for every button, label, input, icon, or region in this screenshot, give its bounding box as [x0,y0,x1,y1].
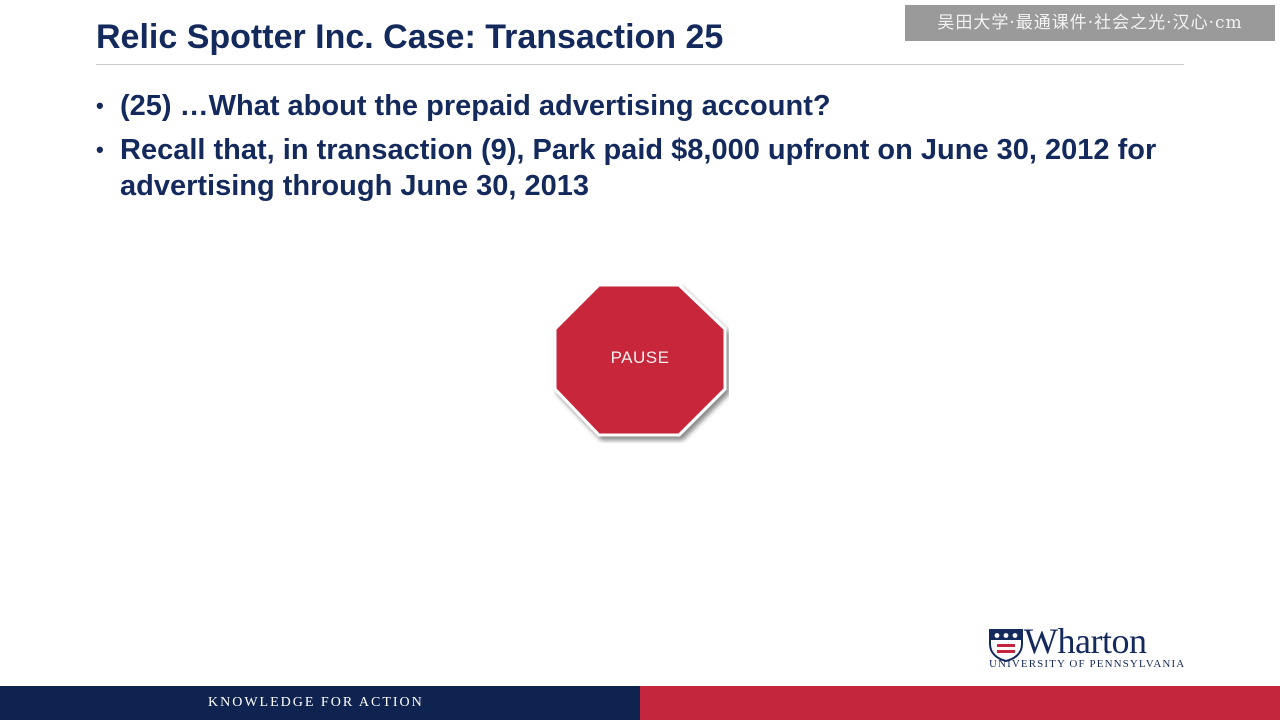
stop-sign-octagon-icon[interactable] [551,281,729,443]
logo-wordmark: Wharton [1024,621,1147,661]
bullet-item: • (25) …What about the prepaid advertisi… [96,88,1186,124]
penn-shield-icon [989,629,1023,662]
pause-label: PAUSE [610,348,670,367]
bullet-marker: • [96,137,104,162]
stop-sign-shape [553,283,727,437]
slide-title: Relic Spotter Inc. Case: Transaction 25 [96,18,724,56]
wharton-logo: Wharton University of Pennsylvania [988,621,1188,672]
bullet-item: • Recall that, in transaction (9), Park … [96,132,1186,204]
footer-bar-left: KNOWLEDGE FOR ACTION [0,686,640,720]
bullet-list: • (25) …What about the prepaid advertisi… [96,88,1186,212]
footer-tagline: KNOWLEDGE FOR ACTION [208,695,424,710]
bullet-marker: • [96,93,104,118]
bullet-text: Recall that, in transaction (9), Park pa… [120,134,1157,202]
logo-subtitle: University of Pennsylvania [989,658,1186,670]
watermark-banner: 吴田大学·最通课件·社会之光·汉心·cm [905,5,1275,41]
title-divider [96,64,1184,65]
footer-bar-right [640,686,1280,720]
bullet-text: (25) …What about the prepaid advertising… [120,90,831,122]
